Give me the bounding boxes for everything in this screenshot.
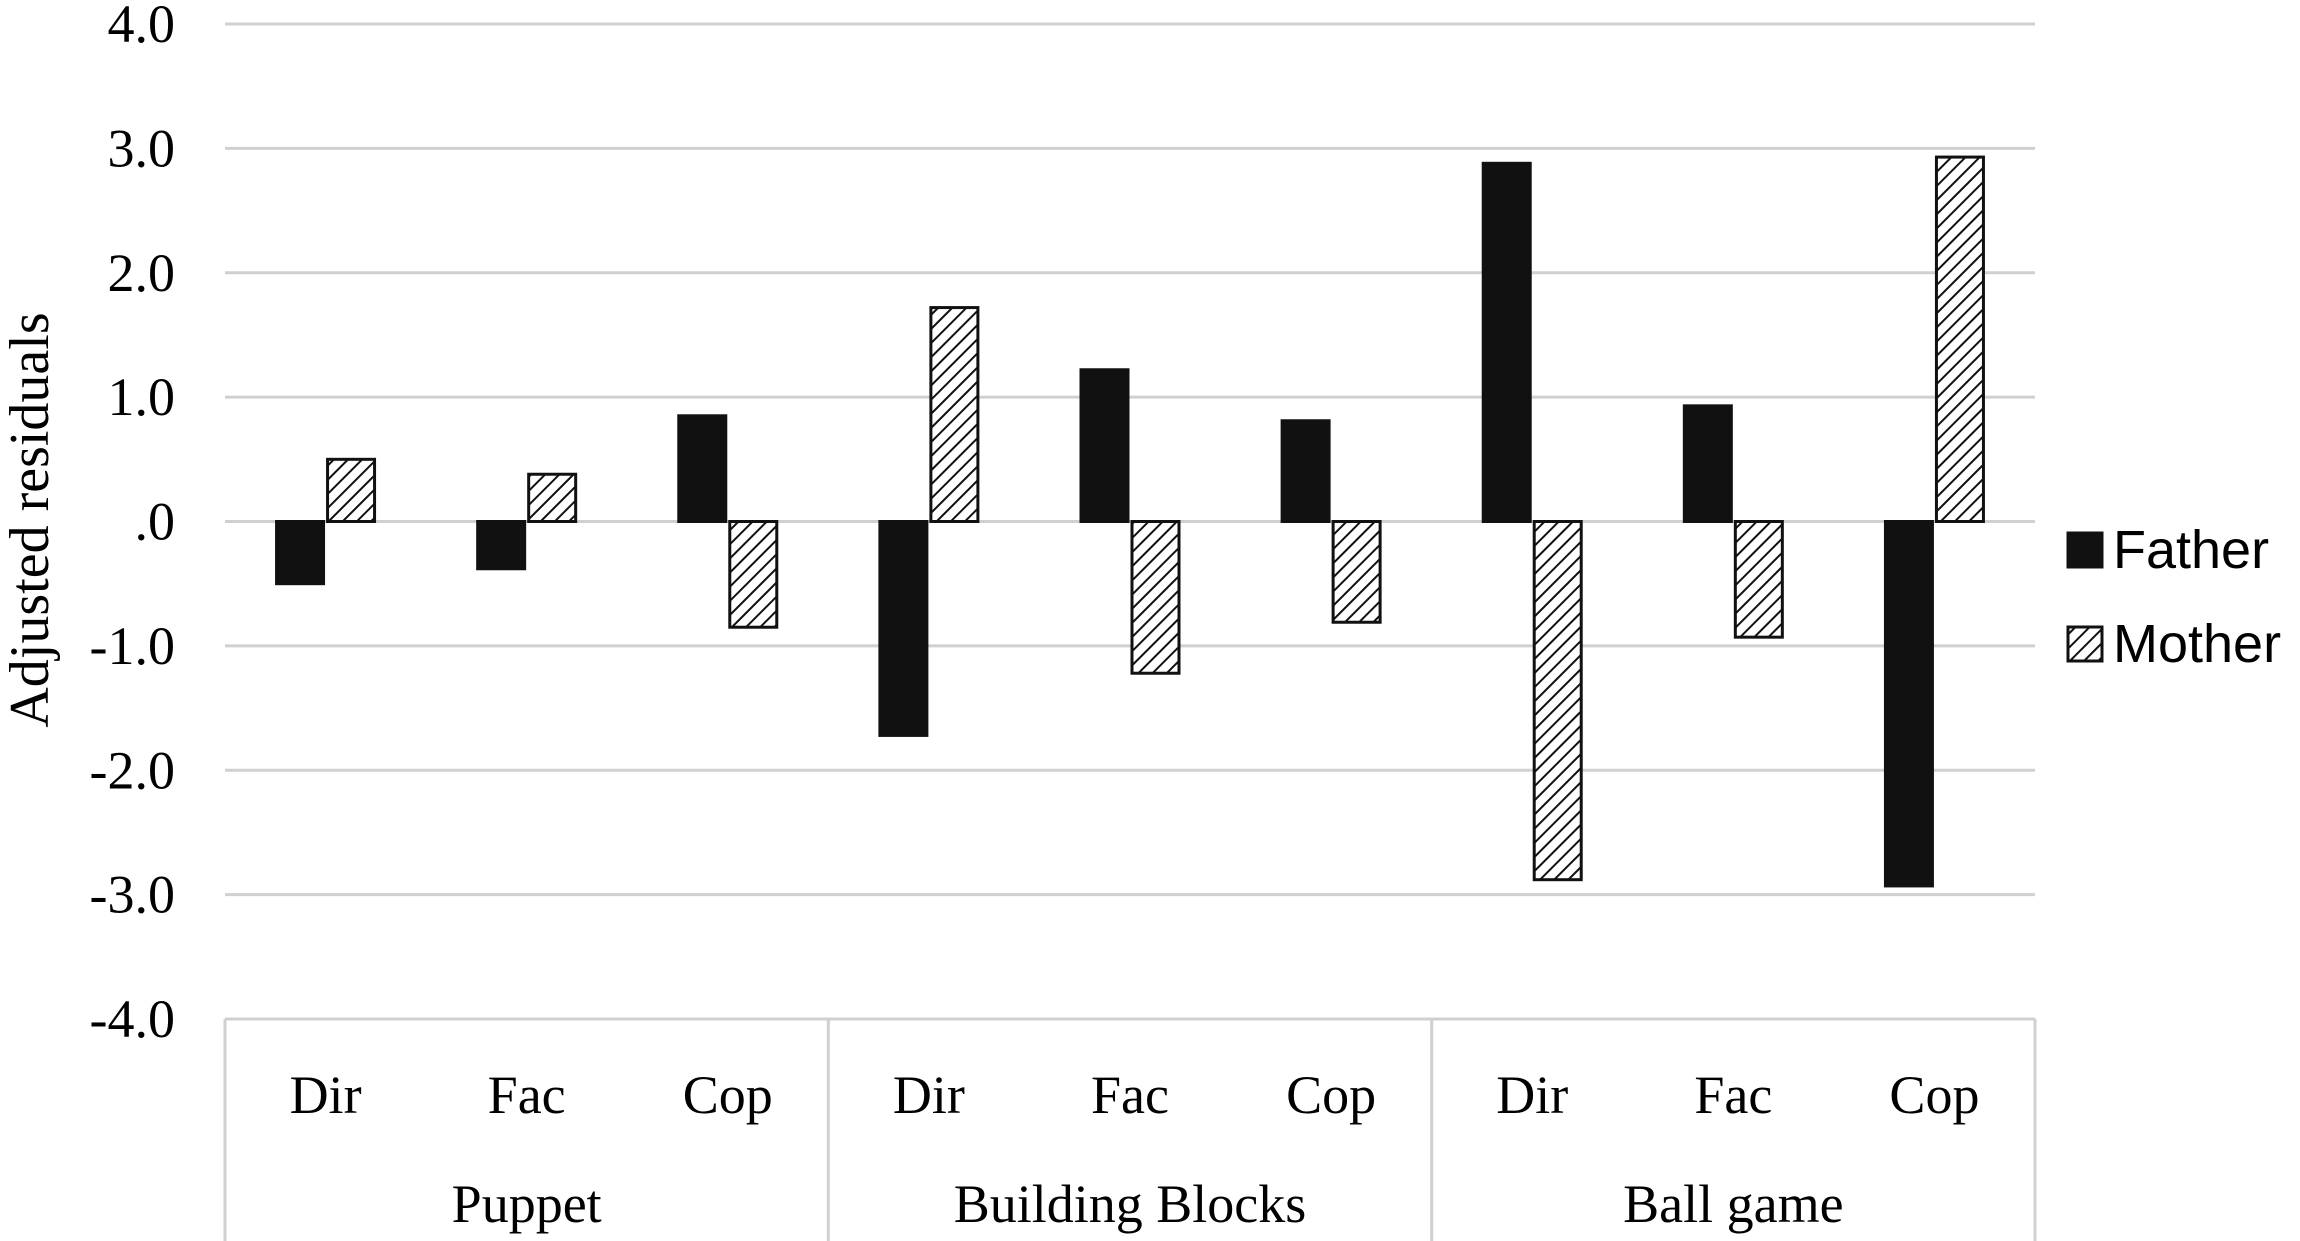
y-tick-label: .0	[135, 492, 176, 552]
mother-bar	[1331, 520, 1382, 624]
category-label: Cop	[1286, 1065, 1376, 1125]
category-label: Dir	[290, 1065, 362, 1125]
father-bar	[275, 520, 326, 586]
mother-bar	[728, 520, 779, 629]
y-tick-label: 4.0	[108, 0, 176, 54]
mother-bar	[527, 472, 578, 523]
category-label: Fac	[488, 1065, 566, 1125]
mother-bar	[1130, 520, 1181, 675]
mother-bar	[326, 457, 377, 523]
father-legend-label: Father	[2113, 520, 2269, 580]
mother-bar	[1733, 520, 1784, 639]
legend: Father Mother	[2066, 520, 2281, 674]
category-label: Fac	[1694, 1065, 1772, 1125]
group-label: Puppet	[452, 1174, 602, 1234]
father-legend-swatch	[2066, 531, 2104, 569]
mother-bar	[929, 306, 980, 524]
y-tick-label: -1.0	[90, 616, 175, 676]
y-tick-labels: 4.0 3.0 2.0 1.0 .0 -1.0 -2.0 -3.0 -4.0	[90, 0, 175, 1049]
y-tick-label: 1.0	[108, 367, 176, 427]
father-bar	[1481, 161, 1532, 524]
category-label: Dir	[893, 1065, 965, 1125]
father-bar	[1883, 520, 1934, 888]
gridlines	[225, 22, 2035, 1021]
mother-bar	[1934, 155, 1985, 524]
father-bar	[1079, 368, 1130, 524]
group-label: Building Blocks	[954, 1174, 1307, 1234]
father-bar	[1280, 419, 1331, 524]
bars	[275, 155, 1985, 888]
father-bar	[677, 414, 728, 523]
category-label: Fac	[1091, 1065, 1169, 1125]
y-tick-label: -4.0	[90, 989, 175, 1049]
mother-legend-label: Mother	[2113, 614, 2281, 674]
x-axis: Dir Fac Cop Dir Fac Cop Dir Fac Cop Puppet Buildin…	[223, 1019, 2037, 1241]
y-axis-label: Adjusted residuals	[0, 312, 61, 727]
category-label: Cop	[683, 1065, 773, 1125]
y-tick-label: 3.0	[108, 118, 176, 178]
y-tick-label: -2.0	[90, 740, 175, 800]
category-label: Cop	[1889, 1065, 1979, 1125]
y-tick-label: 2.0	[108, 243, 176, 303]
father-bar	[476, 520, 527, 571]
father-bar	[1682, 404, 1733, 523]
mother-legend-swatch	[2066, 625, 2104, 663]
mother-bar	[1532, 520, 1583, 882]
category-label: Dir	[1496, 1065, 1568, 1125]
group-label: Ball game	[1623, 1174, 1843, 1234]
y-tick-label: -3.0	[90, 865, 175, 925]
father-bar	[878, 520, 929, 737]
